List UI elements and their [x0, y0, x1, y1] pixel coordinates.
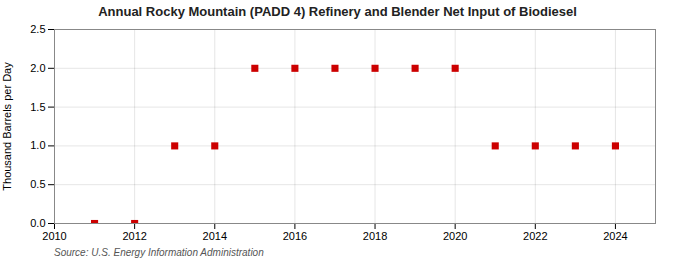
svg-text:2020: 2020: [443, 230, 467, 242]
svg-text:2012: 2012: [122, 230, 146, 242]
html-text:Source: U.S. Energy Informatio: Source: U.S. Energy Information Administ…: [54, 247, 264, 258]
svg-text:0.0: 0.0: [30, 217, 45, 229]
svg-text:2.0: 2.0: [30, 62, 45, 74]
svg-text:2.5: 2.5: [30, 23, 45, 35]
svg-text:2018: 2018: [363, 230, 387, 242]
svg-text:0.5: 0.5: [30, 178, 45, 190]
svg-text:2010: 2010: [42, 230, 66, 242]
svg-text:2016: 2016: [283, 230, 307, 242]
svg-text:1.0: 1.0: [30, 139, 45, 151]
svg-text:2024: 2024: [603, 230, 627, 242]
svg-text:1.5: 1.5: [30, 101, 45, 113]
svg-text:2022: 2022: [523, 230, 547, 242]
svg-text:Thousand Barrels per Day: Thousand Barrels per Day: [1, 62, 13, 191]
html-text:Annual Rocky Mountain (PADD 4): Annual Rocky Mountain (PADD 4) Refinery …: [98, 4, 577, 19]
svg-text:2014: 2014: [203, 230, 227, 242]
